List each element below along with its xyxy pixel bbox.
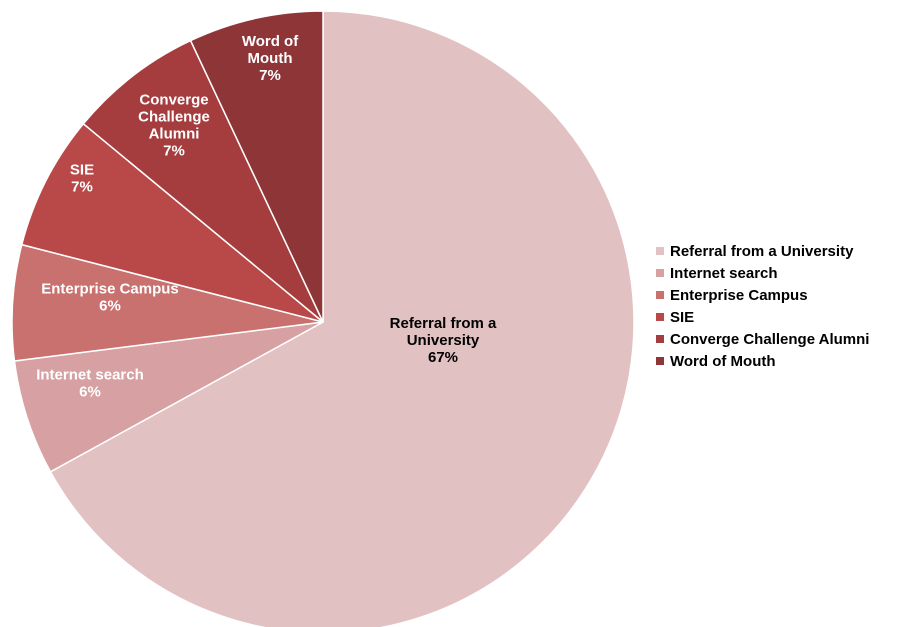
legend-swatch (656, 335, 664, 343)
pie-slice-sie (20, 122, 324, 323)
pie-slice-label-enterprise-campus: Enterprise Campus 6% (41, 281, 179, 315)
legend-label: Converge Challenge Alumni (670, 330, 870, 348)
legend-swatch (656, 357, 664, 365)
legend-item: Internet search (656, 262, 869, 284)
legend-swatch (656, 247, 664, 255)
legend-label: Referral from a University (670, 242, 854, 260)
legend-swatch (656, 269, 664, 277)
pie-slices (11, 10, 635, 627)
legend-item: Referral from a University (656, 240, 869, 262)
legend-item: SIE (656, 306, 869, 328)
legend-label: Enterprise Campus (670, 286, 808, 304)
legend-swatch (656, 313, 664, 321)
pie-slice-label-sie: SIE 7% (70, 162, 94, 196)
legend-swatch (656, 291, 664, 299)
pie-slice-word-of-mouth (189, 10, 324, 323)
legend: Referral from a University Internet searc… (656, 240, 869, 372)
legend-label: SIE (670, 308, 695, 326)
pie-slice-label-converge-challenge-alumni: Converge Challenge Alumni 7% (138, 92, 210, 160)
legend-item: Enterprise Campus (656, 284, 869, 306)
pie-slice-label-internet-search: Internet search 6% (36, 367, 144, 401)
pie-slice-converge-challenge-alumni (82, 39, 324, 323)
pie-slice-label-word-of-mouth: Word of Mouth 7% (242, 33, 299, 84)
pie-slice-labels: Referral from a University 67% Internet sea… (36, 33, 497, 401)
pie-slice-referral-from-a-university (49, 10, 635, 627)
legend-item: Converge Challenge Alumni (656, 328, 869, 350)
pie-slice-label-referral-from-a-university: Referral from a University 67% (390, 315, 497, 366)
legend-label: Internet search (670, 264, 778, 282)
legend-item: Word of Mouth (656, 350, 869, 372)
legend-label: Word of Mouth (670, 352, 776, 370)
